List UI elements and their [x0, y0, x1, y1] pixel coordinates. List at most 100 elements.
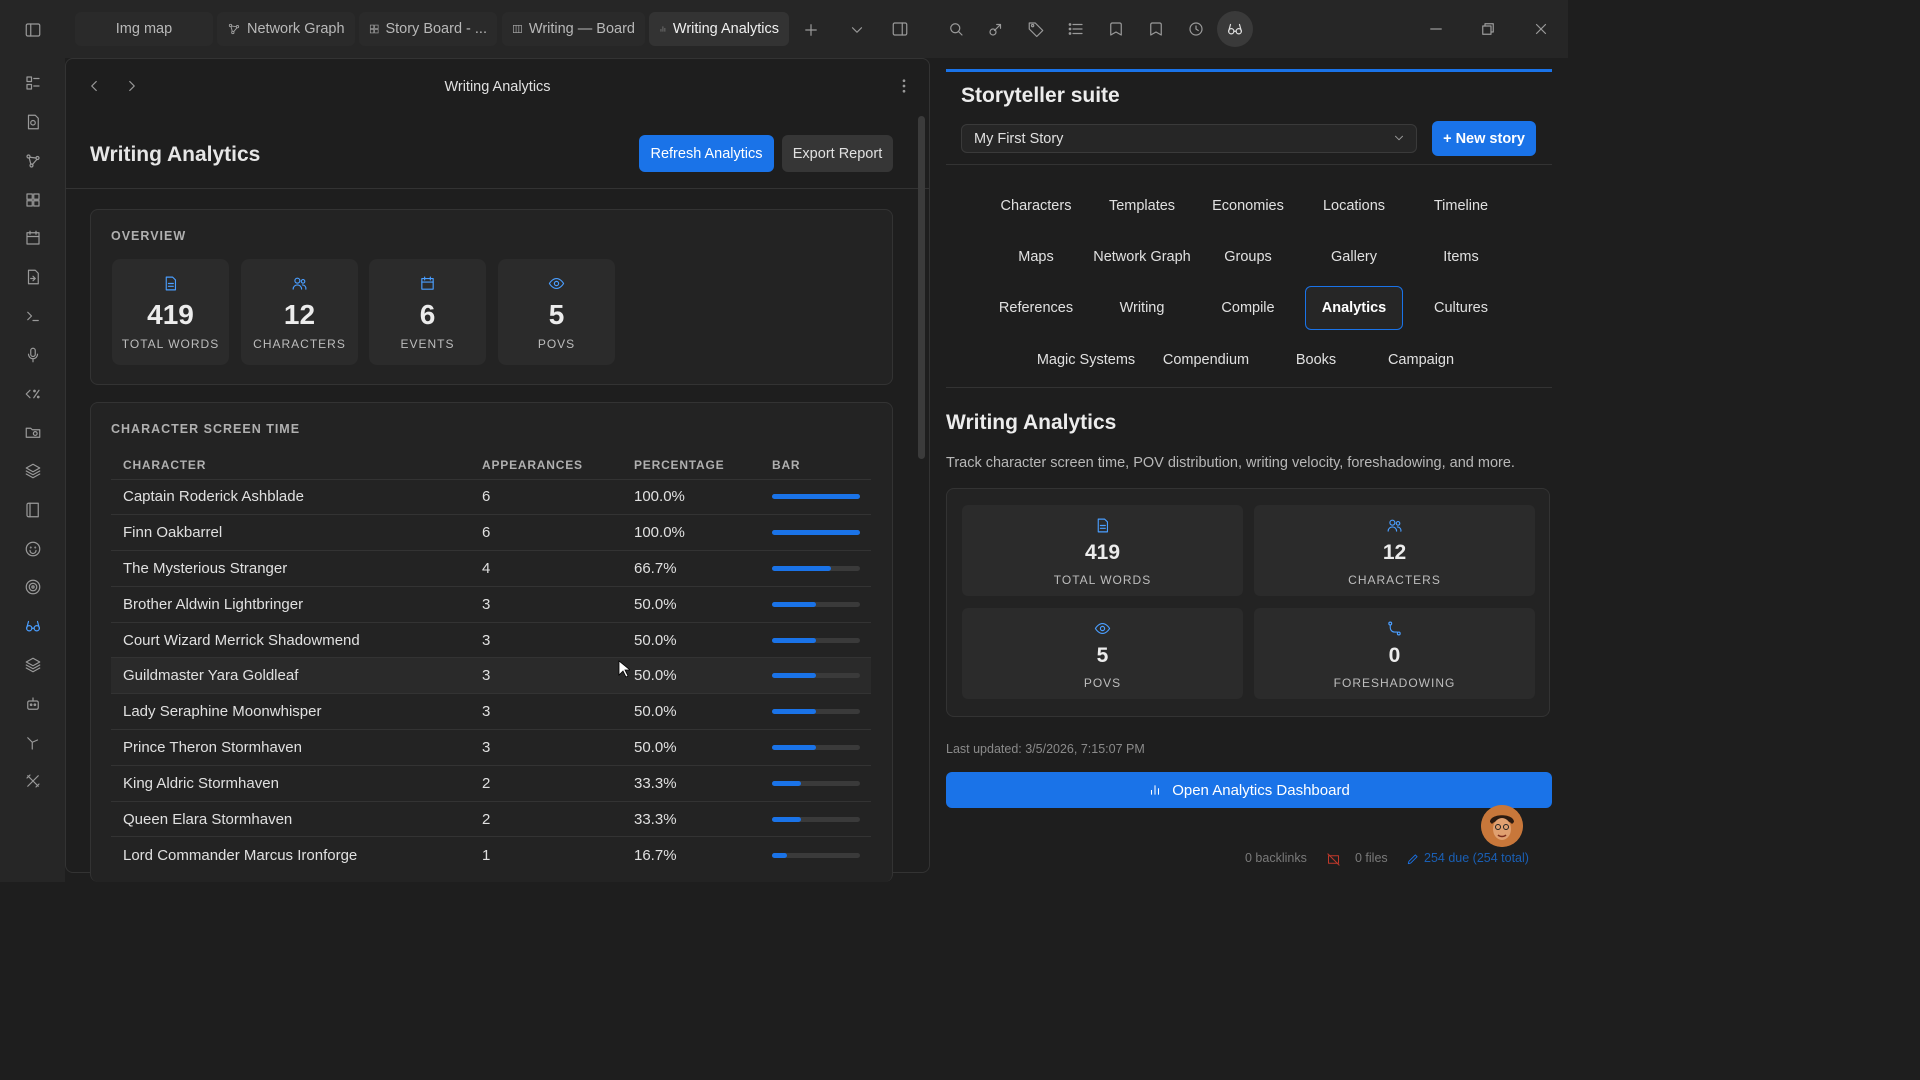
file-search-icon[interactable] — [22, 111, 44, 133]
progress-bar — [772, 601, 860, 607]
story-select[interactable]: My First Story — [961, 124, 1417, 153]
progress-bar-fill — [772, 637, 816, 643]
layers-icon[interactable] — [22, 460, 44, 482]
tab-network-graph[interactable]: Network Graph — [217, 12, 355, 46]
nav-item-magic-systems[interactable]: Magic Systems — [1036, 352, 1136, 368]
character-name: Lady Seraphine Moonwhisper — [111, 693, 470, 730]
tab-writing-analytics[interactable]: Writing Analytics — [649, 12, 789, 46]
nav-item-compile[interactable]: Compile — [1221, 300, 1275, 316]
blocks-icon[interactable] — [22, 189, 44, 211]
stack-icon[interactable] — [22, 654, 44, 676]
link-search-icon[interactable] — [945, 18, 967, 40]
minimize-icon[interactable] — [1425, 18, 1447, 40]
pane-header-title: Writing Analytics — [444, 79, 551, 95]
export-report-button[interactable]: Export Report — [782, 135, 893, 172]
tab-story-board[interactable]: Story Board - ... — [359, 12, 497, 46]
refresh-analytics-button[interactable]: Refresh Analytics — [639, 135, 774, 172]
graph-view-icon[interactable] — [22, 150, 44, 172]
progress-bar — [772, 744, 860, 750]
tag-icon[interactable] — [1025, 18, 1047, 40]
nav-item-locations[interactable]: Locations — [1322, 198, 1386, 214]
tools-icon[interactable] — [22, 770, 44, 792]
summary-card: 419 TOTAL WORDS 12 CHARACTERS 5 POVS 0 F… — [946, 488, 1550, 717]
files-count[interactable]: 0 files — [1355, 851, 1388, 865]
backlinks-count[interactable]: 0 backlinks — [1245, 851, 1307, 865]
right-sidebar-toggle-icon[interactable] — [889, 18, 911, 40]
tab-writing-board[interactable]: Writing — Board — [502, 12, 645, 46]
outline-icon[interactable] — [1065, 18, 1087, 40]
nav-item-maps[interactable]: Maps — [1018, 249, 1054, 265]
bookmark-alt-icon[interactable] — [1145, 18, 1167, 40]
appearances-count: 3 — [470, 621, 622, 658]
stat-value: 12 — [283, 299, 316, 330]
new-tab-icon[interactable] — [800, 19, 822, 41]
tab-img-map[interactable]: Img map — [75, 12, 213, 46]
chart-icon — [660, 26, 666, 32]
bar-cell — [760, 800, 871, 837]
bookmark-icon[interactable] — [1105, 18, 1127, 40]
header-divider — [65, 188, 930, 189]
sidebar-toggle-icon[interactable] — [22, 19, 44, 41]
story-select-value: My First Story — [974, 131, 1064, 147]
eye-icon — [1094, 620, 1111, 637]
progress-bar-fill — [772, 565, 831, 571]
nav-item-cultures[interactable]: Cultures — [1434, 300, 1488, 316]
close-icon[interactable] — [1530, 18, 1552, 40]
progress-bar — [772, 673, 860, 679]
history-icon[interactable] — [1185, 18, 1207, 40]
outgoing-links-icon[interactable] — [985, 18, 1007, 40]
git-branch-icon[interactable] — [22, 732, 44, 754]
nav-item-characters[interactable]: Characters — [1000, 198, 1072, 214]
character-name: Prince Theron Stormhaven — [111, 729, 470, 766]
grid-icon — [369, 24, 379, 34]
nav-item-timeline[interactable]: Timeline — [1433, 198, 1489, 214]
sync-off-icon[interactable] — [1325, 851, 1341, 867]
tab-label: Story Board - ... — [385, 21, 487, 37]
due-count[interactable]: 254 due (254 total) — [1424, 851, 1529, 865]
forward-arrow-icon[interactable] — [123, 77, 141, 95]
microphone-icon[interactable] — [22, 344, 44, 366]
nav-item-economies[interactable]: Economies — [1212, 198, 1284, 214]
new-story-button[interactable]: + New story — [1432, 121, 1536, 156]
nav-item-analytics[interactable]: Analytics — [1305, 286, 1403, 330]
nav-item-references[interactable]: References — [998, 300, 1074, 316]
glasses-ribbon-icon[interactable] — [22, 615, 44, 637]
overview-card: OVERVIEW 419 TOTAL WORDS 12 CHARACTERS 6… — [90, 209, 893, 385]
character-name: The Mysterious Stranger — [111, 550, 470, 587]
robot-icon[interactable] — [22, 693, 44, 715]
tab-list-chevron-icon[interactable] — [846, 19, 868, 41]
stat-povs: 5 POVS — [498, 259, 615, 365]
bar-cell — [760, 657, 871, 694]
nav-item-writing[interactable]: Writing — [1119, 300, 1165, 316]
accent-line — [946, 69, 1552, 72]
nav-item-compendium[interactable]: Compendium — [1162, 352, 1250, 368]
code-percent-icon[interactable] — [22, 383, 44, 405]
calendar-icon — [419, 275, 436, 292]
smile-icon[interactable] — [22, 538, 44, 560]
nav-item-templates[interactable]: Templates — [1108, 198, 1176, 214]
folder-search-icon[interactable] — [22, 421, 44, 443]
book-icon[interactable] — [22, 499, 44, 521]
stat-label: POVS — [1083, 676, 1122, 690]
spiral-icon[interactable] — [22, 576, 44, 598]
nav-item-groups[interactable]: Groups — [1224, 249, 1272, 265]
nav-item-campaign[interactable]: Campaign — [1387, 352, 1455, 368]
file-import-icon[interactable] — [22, 266, 44, 288]
back-arrow-icon[interactable] — [85, 77, 103, 95]
open-analytics-dashboard-button[interactable]: Open Analytics Dashboard — [946, 772, 1552, 808]
dashboard-icon[interactable] — [22, 72, 44, 94]
avatar[interactable] — [1481, 805, 1523, 847]
nav-item-network-graph[interactable]: Network Graph — [1093, 249, 1191, 265]
terminal-icon[interactable] — [22, 305, 44, 327]
nav-item-books[interactable]: Books — [1295, 352, 1337, 368]
calendar-icon[interactable] — [22, 227, 44, 249]
scrollbar[interactable] — [918, 116, 925, 459]
restore-icon[interactable] — [1477, 18, 1499, 40]
percentage-value: 16.7% — [622, 836, 760, 873]
glasses-icon[interactable] — [1217, 11, 1253, 47]
progress-bar-fill — [772, 852, 787, 858]
more-options-icon[interactable] — [895, 77, 913, 95]
nav-item-gallery[interactable]: Gallery — [1331, 249, 1377, 265]
nav-item-items[interactable]: Items — [1443, 249, 1479, 265]
table-row: Prince Theron Stormhaven 3 50.0% — [111, 729, 871, 766]
